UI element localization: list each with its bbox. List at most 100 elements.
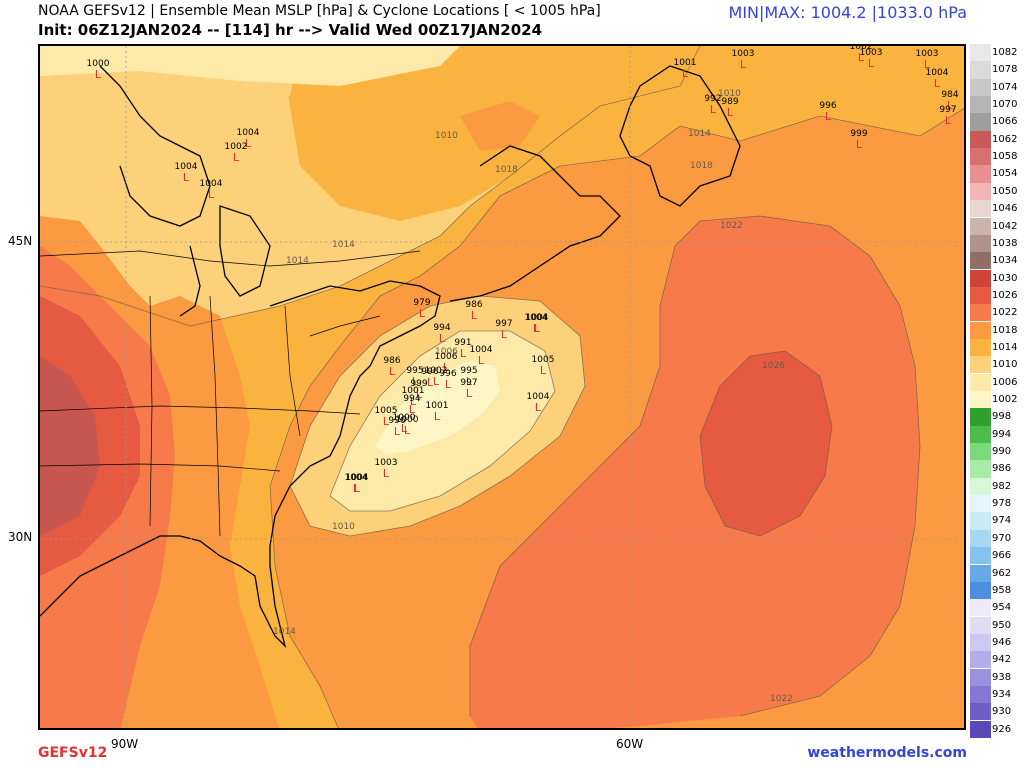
low-pressure-icon: L [478,354,485,367]
colorbar-level: 1038 [968,234,1024,253]
colorbar-label: 938 [992,671,1012,683]
colorbar-level: 1062 [968,130,1024,148]
colorbar-level: 1066 [968,113,1024,131]
cyclone-pressure-label: 995 [406,366,423,376]
colorbar-label: 1054 [992,168,1018,180]
colorbar-swatch [970,720,991,738]
colorbar-label: 1062 [992,133,1018,145]
colorbar-level: 1030 [968,269,1024,287]
low-pressure-icon: L [383,415,390,428]
colorbar-swatch [970,148,991,166]
low-pressure-icon: L [433,375,440,388]
map-panel[interactable]: 1010 1014 1018 1022 1026 1022 1014 1018 1014 1014… [38,44,966,730]
cyclone-pressure-label: 1004 [200,179,223,189]
colorbar-swatch [970,512,991,530]
colorbar-label: 1006 [992,376,1018,388]
colorbar-label: 974 [992,515,1012,527]
low-pressure-icon: L [389,365,396,378]
isobar-label: 1026 [762,361,785,371]
colorbar-swatch [970,338,991,357]
cyclone-pressure-label: 1003 [375,458,398,468]
low-pressure-icon: L [460,347,467,360]
colorbar-level: 1078 [968,61,1024,79]
low-pressure-icon: L [434,410,441,423]
colorbar-swatch [970,443,991,461]
colorbar-swatch [970,200,991,218]
low-pressure-icon: L [416,388,423,401]
colorbar-label: 1050 [992,185,1018,197]
chart-title: NOAA GEFSv12 | Ensemble Mean MSLP [hPa] … [38,3,601,19]
cyclone-pressure-label: 1005 [532,355,555,365]
colorbar-level: 1050 [968,182,1024,200]
cyclone-pressure-label: 1001 [674,58,697,68]
colorbar-swatch [970,668,991,686]
colorbar-level: 1046 [968,200,1024,218]
cyclone-pressure-label: 1003 [860,48,883,58]
low-pressure-icon: L [924,58,931,71]
cyclone-pressure-label: 1004 [175,162,198,172]
colorbar-label: 1042 [992,220,1018,232]
colorbar-level: 954 [968,599,1024,617]
low-pressure-icon: L [404,424,411,437]
colorbar-label: 930 [992,706,1012,718]
cyclone-pressure-label: 994 [403,394,420,404]
colorbar-swatch [970,321,991,339]
colorbar-swatch [970,685,991,704]
pressure-map[interactable]: 1010 1014 1018 1022 1026 1022 1014 1018 1014 1014… [40,46,966,730]
colorbar-swatch [970,165,991,183]
low-pressure-icon: L [501,328,508,341]
colorbar-swatch [970,633,991,652]
band-1018-ne [460,101,540,151]
colorbar-swatch [970,78,991,96]
colorbar-label: 1034 [992,255,1018,267]
isobar-label: 1014 [332,240,355,250]
colorbar-label: 1018 [992,324,1018,336]
band-1002-low [375,361,500,454]
colorbar-swatch [970,61,991,79]
colorbar-level: 1042 [968,217,1024,235]
cyclone-pressure-label: 1002 [425,366,448,376]
cyclone-pressure-label: 992 [704,94,721,104]
colorbar-level: 950 [968,616,1024,634]
low-pressure-icon: L [856,138,863,151]
low-pressure-icon: L [401,422,408,435]
cyclone-pressure-label: 979 [413,298,430,308]
colorbar-level: 1022 [968,304,1024,322]
colorbar-label: 1038 [992,237,1018,249]
colorbar-level: 1006 [968,373,1024,391]
cyclone-pressure-label: 1000 [87,59,110,69]
cyclone-pressure-label: 996 [439,369,456,379]
colorbar-label: 998 [992,411,1012,423]
low-pressure-icon: L [439,332,446,345]
colorbar-label: 1014 [992,341,1018,353]
lat-label-45n: 45N [8,234,33,248]
site-link[interactable]: weathermodels.com [807,745,967,761]
low-pressure-icon: L [534,322,541,335]
band-1022-east [470,216,920,728]
band-1006-top [40,46,460,86]
cyclone-pressure-label: 986 [465,300,482,310]
low-pressure-icon: L [445,378,452,391]
colorbar-level: 958 [968,581,1024,600]
cyclone-pressure-label: 1004 [345,473,368,483]
low-pressure-icon: L [208,188,215,201]
colorbar-label: 934 [992,688,1012,700]
cyclone-pressure-label: 1004 [926,68,949,78]
cyclone-pressure-label: 997 [460,378,477,388]
